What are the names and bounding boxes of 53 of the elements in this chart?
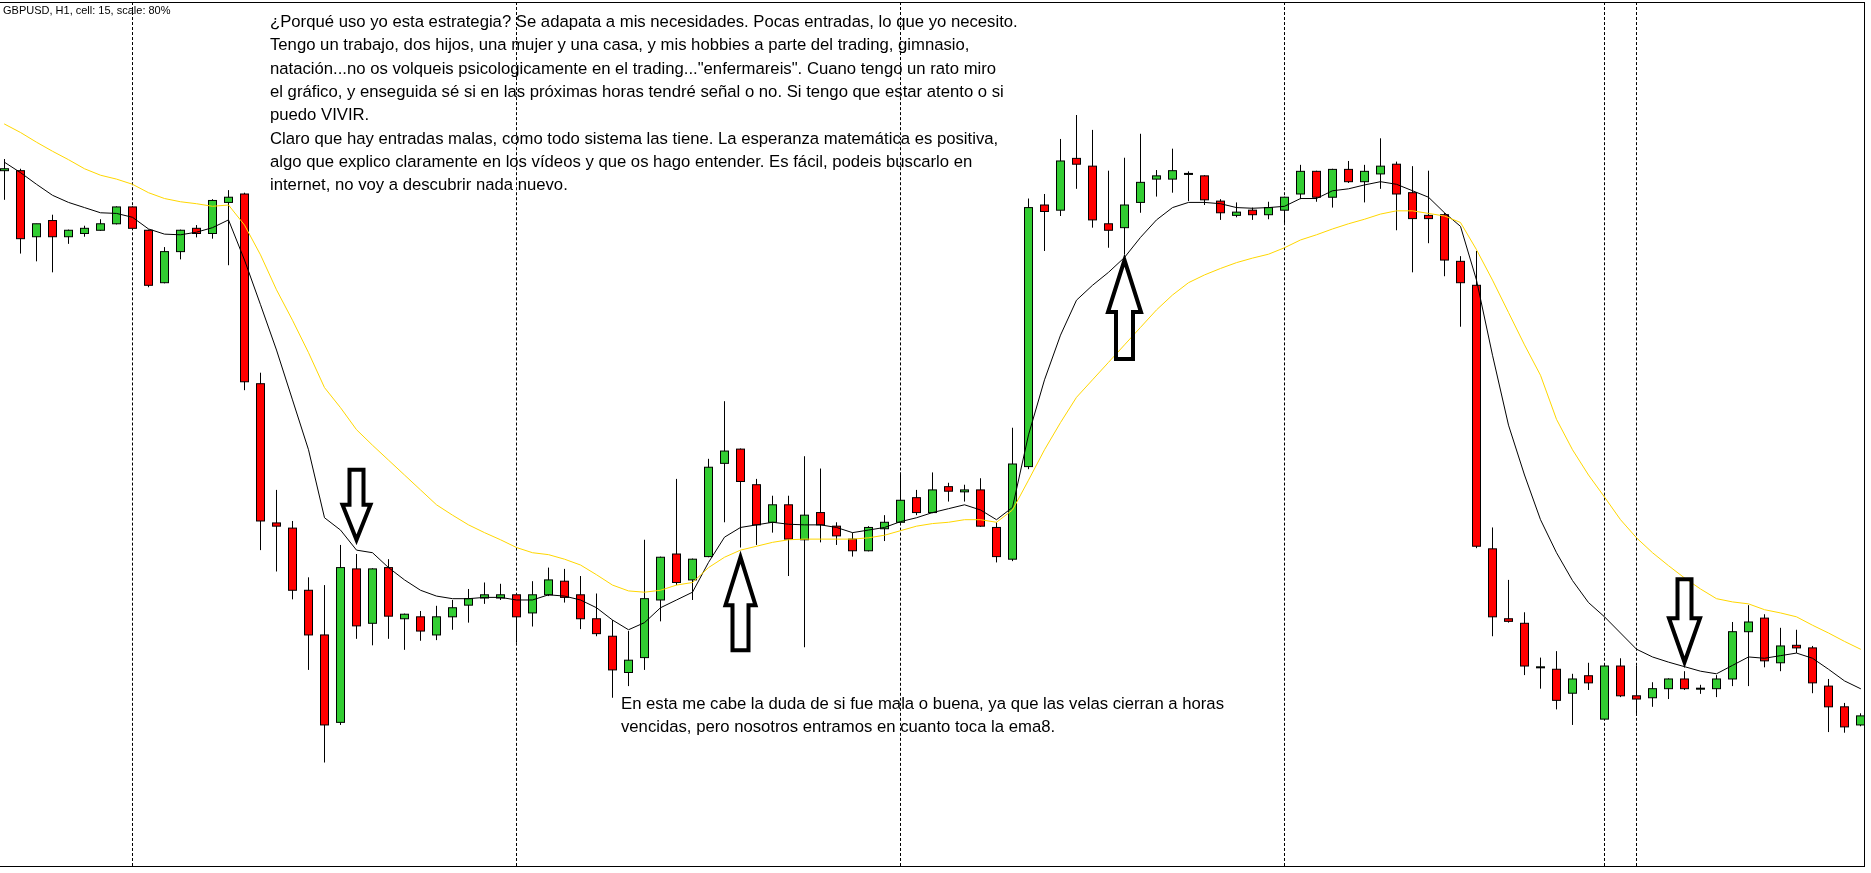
candlestick [1840,702,1849,734]
candlestick [400,613,409,651]
candlestick [1184,170,1193,202]
candlestick [1536,657,1545,690]
candlestick [688,558,697,601]
candlestick [464,588,473,624]
candlestick [1200,174,1209,206]
candlestick [1104,170,1113,249]
candlestick [1504,579,1513,624]
candlestick [448,599,457,631]
candlestick [912,489,921,516]
candlestick [272,489,281,572]
candlestick [1040,193,1049,252]
candlestick [1680,670,1689,691]
candlestick [560,568,569,604]
candlestick [176,229,185,260]
candlestick [1584,662,1593,691]
candlestick [1744,604,1753,687]
candlestick [1664,677,1673,700]
annotation: En esta me cabe la duda de si fue mala o buena, ya que las velas cierran a horas vencidas, pero nosotros entramos en cuanto toca la ema8. [621,694,1224,737]
candlestick [1360,164,1369,203]
candlestick [528,580,537,628]
candlestick [1296,164,1305,200]
candlestick [928,471,937,514]
candlestick [432,605,441,641]
candlestick [1776,627,1785,672]
annotation: ¿Porqué uso yo esta estrategia? Se adapata a mis necesidades. Pocas entradas, lo que yo necesito. Tengo un trabajo, dos hijos, una mujer y una casa, y mis hobbies a parte del trading, gimnasio, natación...no os volqueis psicologicamente en el trading..."enfermareis". Cuano tengo un rato miro el gráfico, y enseguida sé si en las próximas horas tendré señal o no. Si tengo que estar atento o si puedo VIVIR. Claro que hay entradas malas, como todo sistema las tiene. La esperanza matemática es positiva, algo que explico claramente en los vídeos y que os hago entender. Es fácil, podeis buscarlo en internet, no voy a descubrir nada nuevo. [270,12,1018,195]
candlestick [816,468,825,543]
candlestick [32,223,41,262]
candlestick [624,630,633,687]
candlestick [1824,678,1833,733]
candlestick [1568,673,1577,726]
chart-title: GBPUSD, H1, cell: 15, scale: 80% [3,4,171,16]
candlestick [1136,133,1145,214]
candlestick [48,214,57,273]
candlestick [1168,148,1177,194]
candlestick [1120,157,1129,255]
candlestick [1216,198,1225,221]
candlestick [720,400,729,523]
candlestick [1344,160,1353,184]
candlestick [592,593,601,637]
candlestick [1152,169,1161,198]
candlestick [944,482,953,503]
candlestick [576,575,585,630]
candlestick [1456,255,1465,328]
candlestick [224,189,233,266]
candlestick [768,495,777,534]
candlestick [416,610,425,642]
candlestick [1072,114,1081,190]
candlestick [1792,629,1801,654]
candlestick [1648,681,1657,708]
candlestick [1424,170,1433,244]
candlestick [544,567,553,597]
